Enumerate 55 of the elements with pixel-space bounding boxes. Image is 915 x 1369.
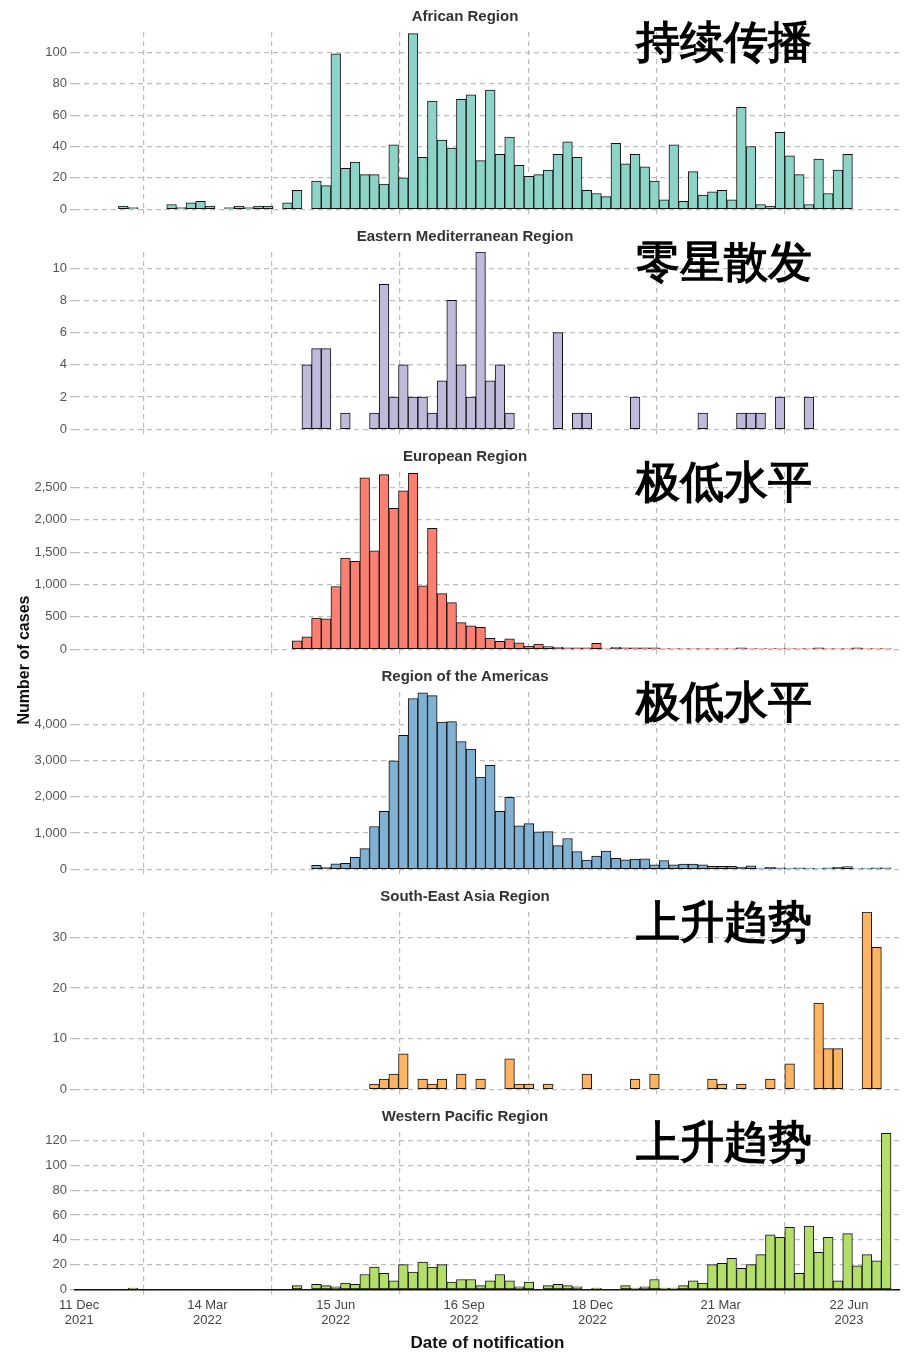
x-axis-title: Date of notification bbox=[410, 1333, 565, 1353]
y-tick-label: 0 bbox=[59, 860, 67, 876]
y-tick-label: 2,000 bbox=[34, 788, 67, 804]
chart-title: Region of the Americas bbox=[381, 667, 549, 685]
chart-title: South-East Asia Region bbox=[380, 887, 550, 905]
x-tick-label: 11 Dec 2021 bbox=[59, 1296, 100, 1328]
chart-title: Western Pacific Region bbox=[381, 1107, 549, 1125]
y-tick-label: 30 bbox=[52, 928, 67, 944]
y-tick-label: 0 bbox=[59, 1080, 67, 1096]
y-tick-label: 80 bbox=[52, 75, 67, 91]
annotation: 极低水平 bbox=[634, 676, 812, 728]
y-tick-label: 1,000 bbox=[34, 824, 67, 840]
y-tick-label: 8 bbox=[59, 291, 67, 307]
y-tick-label: 2 bbox=[59, 388, 67, 404]
annotation: 零星散发 bbox=[636, 236, 812, 288]
y-tick-label: 40 bbox=[52, 1231, 67, 1247]
annotation: 上升趋势 bbox=[636, 1116, 812, 1168]
y-tick-label: 120 bbox=[45, 1132, 67, 1148]
y-tick-label: 0 bbox=[59, 420, 67, 436]
chart-title: Eastern Mediterranean Region bbox=[356, 227, 574, 245]
y-tick-label: 60 bbox=[52, 106, 67, 122]
y-tick-label: 0 bbox=[59, 200, 67, 216]
x-tick-label: 22 Jun 2023 bbox=[829, 1296, 869, 1328]
chart-title: European Region bbox=[402, 447, 528, 465]
y-axis-title: Number of cases bbox=[15, 595, 33, 725]
x-tick-label: 16 Sep 2022 bbox=[443, 1296, 485, 1328]
y-tick-label: 2,000 bbox=[34, 511, 67, 527]
annotation: 持续传播 bbox=[634, 16, 812, 68]
y-tick-label: 500 bbox=[45, 608, 67, 624]
y-tick-label: 1,500 bbox=[34, 543, 67, 559]
y-tick-label: 100 bbox=[45, 43, 67, 59]
y-tick-label: 40 bbox=[52, 138, 67, 154]
y-tick-label: 1,000 bbox=[34, 576, 67, 592]
x-tick-label: 15 Jun 2022 bbox=[316, 1296, 356, 1328]
y-tick-label: 80 bbox=[52, 1181, 67, 1197]
y-tick-label: 6 bbox=[59, 324, 67, 340]
x-tick-label: 21 Mar 2023 bbox=[700, 1296, 742, 1328]
y-tick-label: 60 bbox=[52, 1206, 67, 1222]
y-tick-label: 20 bbox=[52, 169, 67, 185]
y-tick-label: 10 bbox=[52, 1030, 67, 1046]
y-tick-label: 100 bbox=[45, 1157, 67, 1173]
y-tick-label: 3,000 bbox=[34, 752, 67, 768]
x-tick-label: 14 Mar 2022 bbox=[187, 1296, 229, 1328]
y-tick-label: 0 bbox=[59, 640, 67, 656]
y-tick-label: 20 bbox=[52, 979, 67, 995]
y-tick-label: 20 bbox=[52, 1256, 67, 1272]
y-tick-label: 0 bbox=[59, 1280, 67, 1296]
annotation: 极低水平 bbox=[634, 456, 812, 508]
y-tick-label: 2,500 bbox=[34, 479, 67, 495]
annotation: 上升趋势 bbox=[636, 896, 812, 948]
y-tick-label: 10 bbox=[52, 259, 67, 275]
y-tick-label: 4,000 bbox=[34, 716, 67, 732]
chart-title: African Region bbox=[411, 7, 519, 25]
x-tick-label: 18 Dec 2022 bbox=[571, 1296, 614, 1328]
y-tick-label: 4 bbox=[59, 356, 67, 372]
